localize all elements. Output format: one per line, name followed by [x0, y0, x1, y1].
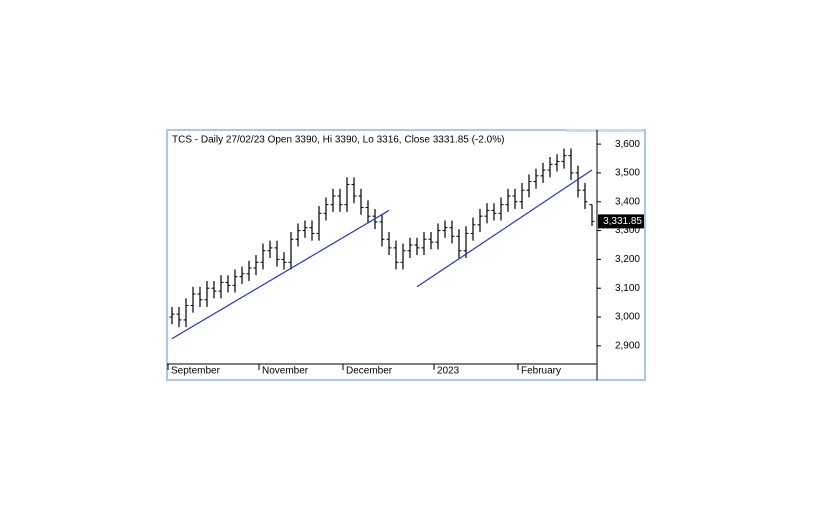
x-tick-label: December: [346, 366, 393, 377]
y-tick-label: 3,500: [615, 168, 640, 179]
y-tick-label: 3,200: [615, 254, 640, 265]
y-tick-label: 3,400: [615, 196, 640, 207]
trendline: [416, 169, 593, 288]
y-tick-label: 3,300: [615, 225, 640, 236]
y-tick-label: 2,900: [615, 340, 640, 351]
chart-title: TCS - Daily 27/02/23 Open 3390, Hi 3390,…: [172, 135, 504, 146]
y-tick-label: 3,000: [615, 312, 640, 323]
y-tick-label: 3,100: [615, 283, 640, 294]
x-tick-label: 2023: [437, 366, 460, 377]
last-price-box: [598, 214, 644, 229]
last-price-label: 3,331.85: [603, 216, 642, 227]
trendline: [171, 209, 390, 340]
toolbar-strip: [565, 129, 643, 132]
chart-frame: [166, 129, 646, 381]
x-tick-label: November: [262, 366, 309, 377]
y-tick-label: 3,600: [615, 139, 640, 150]
x-tick-label: September: [171, 366, 221, 377]
x-tick-label: February: [521, 366, 561, 377]
